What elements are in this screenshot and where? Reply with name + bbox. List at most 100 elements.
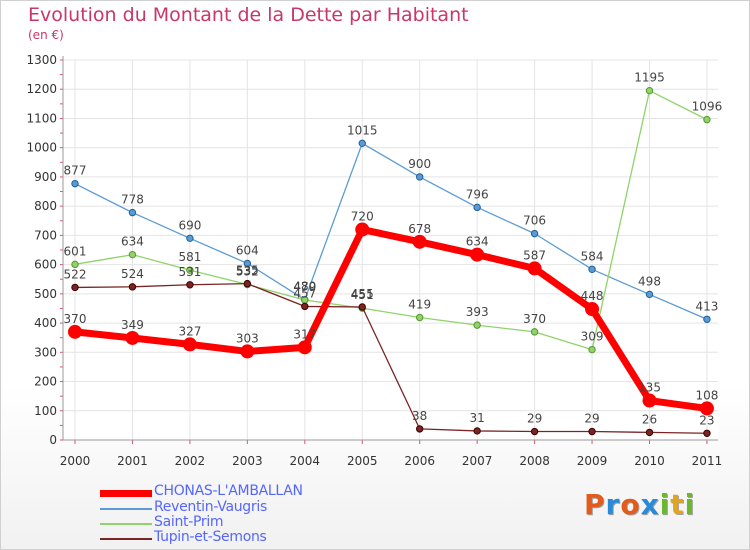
data-point — [645, 290, 654, 299]
data-label: 451 — [351, 288, 374, 302]
legend-swatch — [100, 508, 152, 510]
y-tick-label: 1300 — [26, 53, 57, 67]
data-point — [186, 234, 194, 243]
data-point — [186, 266, 194, 274]
data-point — [71, 260, 79, 269]
x-tick-label: 2007 — [462, 454, 493, 468]
data-point — [297, 340, 312, 355]
data-label: 317 — [293, 327, 316, 341]
data-label: 480 — [293, 280, 316, 294]
data-label: 581 — [178, 250, 201, 264]
data-point — [416, 173, 424, 181]
y-axis-ticks: 0 100 200 300 400 500 600 700 800 900 1000 1100 1200… — [26, 53, 57, 447]
data-point — [585, 302, 600, 317]
x-axis-ticks: 2000 2001 2002 2003 2004 2005 2006 2007 2008 2009… — [60, 454, 722, 468]
data-point — [703, 315, 711, 323]
chart-title: Evolution du Montant de la Dette par Hab… — [28, 4, 469, 26]
legend-item: CHONAS-L'AMBALLAN — [100, 483, 360, 500]
data-label: 678 — [408, 222, 431, 236]
data-label: 479 — [293, 280, 316, 294]
y-tick-label: 800 — [34, 199, 57, 213]
legend-swatch — [100, 489, 152, 497]
data-point — [128, 250, 137, 259]
data-label: 634 — [121, 235, 144, 249]
data-label: 778 — [121, 193, 144, 207]
data-point — [416, 313, 424, 322]
data-point — [645, 86, 654, 95]
data-labels-layer: 370 349 327 303 317 720 678 634 587 448 135 108 877 7… — [64, 71, 723, 428]
data-point — [699, 401, 714, 416]
data-label: 584 — [581, 249, 604, 263]
plot-area — [63, 60, 718, 440]
data-point — [473, 427, 481, 435]
data-point — [470, 247, 485, 262]
data-label: 1015 — [347, 123, 378, 137]
series-line-2 — [74, 90, 708, 351]
data-point — [355, 222, 370, 237]
x-tick-label: 2010 — [634, 454, 665, 468]
data-point — [358, 139, 366, 148]
legend-swatch — [100, 523, 152, 525]
data-label: 419 — [408, 298, 431, 312]
data-label: 900 — [408, 157, 431, 171]
data-point — [243, 279, 252, 288]
legend-item: Reventin-Vaugris — [100, 499, 360, 516]
data-label: 535 — [236, 264, 259, 278]
data-label: 309 — [581, 330, 604, 344]
data-point — [301, 302, 309, 311]
data-point — [128, 283, 137, 291]
data-label: 877 — [64, 164, 87, 178]
data-label: 29 — [527, 412, 542, 426]
x-tick-label: 2000 — [60, 454, 91, 468]
y-tick-label: 500 — [34, 287, 57, 301]
data-label: 634 — [466, 235, 489, 249]
data-point — [527, 261, 542, 276]
data-label: 522 — [64, 267, 87, 281]
data-point — [645, 428, 654, 437]
y-tick-label: 300 — [34, 345, 57, 359]
legend-label: Tupin-et-Semons — [154, 529, 267, 545]
series-line-0 — [71, 226, 711, 412]
data-point — [530, 328, 539, 336]
y-tick-label: 100 — [34, 404, 57, 418]
series-layer — [68, 86, 714, 437]
data-label: 303 — [236, 331, 259, 345]
y-tick-label: 1100 — [26, 111, 57, 125]
data-label: 327 — [178, 324, 201, 338]
data-point — [240, 344, 255, 359]
series-line-3 — [74, 282, 708, 434]
data-label: 455 — [351, 287, 374, 301]
data-label: 370 — [523, 312, 546, 326]
data-point — [412, 234, 427, 249]
y-tick-label: 600 — [34, 258, 57, 272]
line-chart: 0 100 200 300 400 500 600 700 800 900 1000 1100 1200… — [26, 53, 723, 468]
data-point — [68, 324, 82, 339]
y-tick-label: 900 — [34, 170, 57, 184]
y-tick-label: 0 — [49, 433, 57, 447]
legend-label: Reventin-Vaugris — [154, 499, 267, 515]
data-point — [530, 229, 539, 238]
data-label: 601 — [64, 244, 87, 258]
legend-label: CHONAS-L'AMBALLAN — [154, 483, 303, 499]
data-point — [703, 115, 711, 124]
y-tick-label: 1000 — [26, 141, 57, 155]
x-tick-label: 2001 — [117, 454, 148, 468]
data-label: 370 — [64, 312, 87, 326]
data-label: 448 — [581, 289, 604, 303]
data-point — [125, 330, 140, 345]
y-tick-label: 200 — [34, 375, 57, 389]
data-point — [128, 208, 137, 217]
data-point — [186, 281, 194, 289]
data-label: 393 — [466, 305, 489, 319]
data-label: 29 — [584, 412, 599, 426]
legend-item: Tupin-et-Semons — [100, 529, 360, 546]
data-label: 23 — [699, 413, 714, 427]
data-point — [71, 179, 79, 188]
data-point — [588, 265, 596, 273]
data-label: 38 — [412, 409, 427, 423]
data-label: 457 — [293, 286, 316, 300]
data-point — [71, 283, 79, 292]
data-label: 498 — [638, 274, 661, 288]
data-point — [642, 393, 657, 408]
data-label: 135 — [638, 381, 661, 395]
